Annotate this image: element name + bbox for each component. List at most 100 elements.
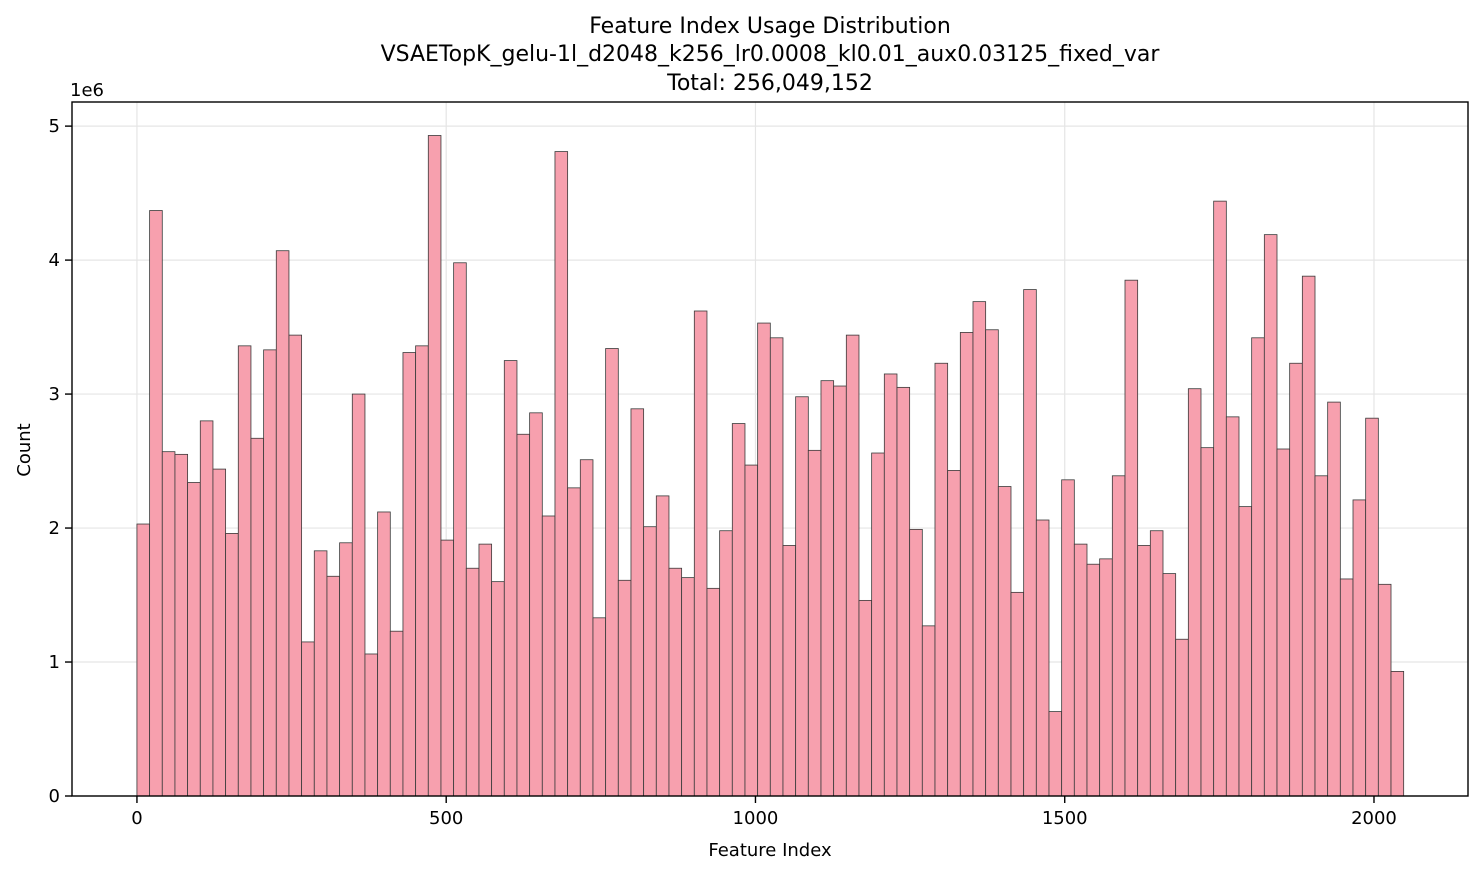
histogram-bar [478,543,493,797]
histogram-bar [1225,416,1240,797]
histogram-bar [1137,545,1151,797]
histogram-bar [250,437,265,797]
histogram-bar [1111,475,1126,797]
histogram-bar [997,486,1012,797]
title-line-1: Feature Index Usage Distribution [589,14,951,39]
histogram-bar [301,641,315,797]
histogram-bar [757,322,771,797]
y-axis-label: Count [14,423,35,476]
histogram-bars [136,135,1405,797]
x-tick-label-2: 1000 [733,808,779,829]
histogram-bar [567,487,581,797]
histogram-bar [1099,558,1113,797]
histogram-bar [1061,479,1075,797]
histogram-bar [465,567,480,797]
histogram-bar [225,533,239,797]
histogram-bar [1365,417,1379,797]
histogram-bar [858,599,873,797]
histogram-bar [1073,543,1088,797]
y-tick-label-3: 3 [49,384,60,405]
histogram-bar [503,360,518,797]
histogram-bar [668,567,683,797]
histogram-bar [947,470,961,797]
y-tick-label-1: 1 [49,652,60,673]
histogram-bar [288,334,303,797]
histogram-bar [364,653,379,797]
histogram-bar [1213,200,1227,797]
histogram-bar [820,380,835,797]
y-offset-label: 1e6 [70,80,104,101]
histogram-bar [313,550,328,797]
histogram-bar [643,526,657,797]
histogram-bar [719,530,733,797]
histogram-bar [985,329,999,797]
histogram-bar [161,451,176,797]
histogram-bar [1023,289,1037,797]
plot-frame [71,101,1469,797]
histogram-bar [921,625,936,797]
histogram-bar [807,449,822,797]
title-line-2: VSAETopK_gelu-1l_d2048_k256_lr0.0008_kl0… [381,42,1161,67]
histogram-bar [1162,573,1177,797]
histogram-bar [136,523,151,797]
histogram-bar [263,349,277,797]
histogram-bar [453,262,467,797]
histogram-bar [1187,388,1202,797]
histogram-bar [1339,578,1354,797]
histogram-bar [871,452,885,797]
histogram-bar [883,373,898,797]
histogram-bar [529,412,543,797]
histogram-bar [934,362,949,797]
histogram-bar [1086,563,1101,797]
title-line-3: Total: 256,049,152 [666,71,873,96]
histogram-bar [579,459,594,797]
histogram-bar [149,210,163,797]
histogram-bar [1124,279,1139,797]
x-tick-label-3: 1500 [1042,808,1088,829]
histogram-bar [1035,519,1050,797]
chart-title: Feature Index Usage Distribution VSAETop… [381,14,1161,96]
histogram-bar [275,250,290,797]
histogram-bar [833,385,847,797]
histogram-bar [845,334,860,797]
histogram-bar [769,337,784,797]
histogram-bar [427,135,442,797]
histogram-bar [554,151,569,797]
histogram-bar [1149,530,1164,797]
histogram-bar [440,539,455,797]
histogram-bar [1251,337,1265,797]
histogram-bar [1352,499,1367,797]
x-axis-label: Feature Index [708,840,832,861]
histogram-bar [516,433,531,797]
x-tick-label-1: 500 [429,808,463,829]
x-tick-label-0: 0 [131,808,142,829]
histogram-bar [237,345,252,797]
x-tick-label-4: 2000 [1351,808,1397,829]
histogram-bar [681,577,695,797]
histogram-bar [1048,711,1063,797]
y-tick-label-5: 5 [49,116,60,137]
x-axis-ticks: 0 500 1000 1500 2000 [131,796,1397,829]
histogram-bar [339,542,353,797]
histogram-bar [1263,234,1278,797]
histogram-bar [1289,362,1303,797]
histogram-bar [1377,583,1392,797]
histogram-bar [1276,448,1291,797]
histogram-bar [187,482,201,797]
histogram-bar [693,310,708,797]
histogram-bar [1200,447,1215,797]
histogram-bar [1301,275,1316,797]
histogram-bar [541,515,556,797]
histogram-bar [896,386,911,797]
histogram-bar [909,528,923,797]
histogram-bar [782,545,797,797]
histogram-bar [706,587,721,797]
histogram-bar [1314,475,1329,797]
histogram-bar [959,332,974,797]
histogram-bar [1010,591,1025,797]
histogram-bar [377,511,391,797]
histogram-bar [655,495,670,797]
histogram-bar [1390,671,1405,797]
histogram-bar [972,301,987,797]
